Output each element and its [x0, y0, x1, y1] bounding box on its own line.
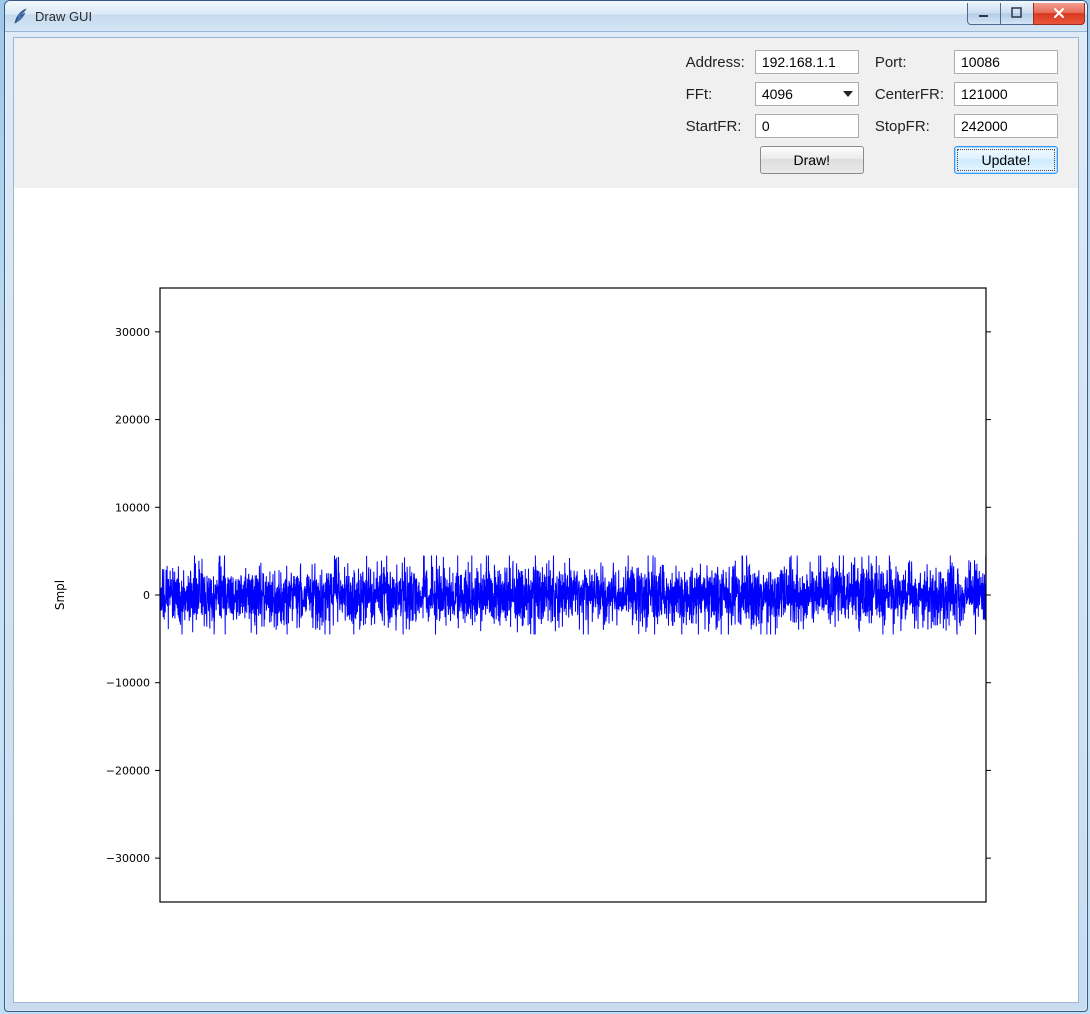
client-area: Address: Port: FFt: CenterFR: StartFR: S…: [13, 37, 1079, 1003]
form-panel: Address: Port: FFt: CenterFR: StartFR: S…: [14, 38, 1078, 188]
svg-text:−30000: −30000: [106, 852, 150, 865]
close-icon: [1052, 7, 1066, 19]
svg-text:−20000: −20000: [106, 764, 150, 777]
stopfr-label: StopFR:: [875, 118, 944, 135]
centerfr-label: CenterFR:: [875, 86, 944, 103]
minimize-button[interactable]: [967, 3, 1001, 25]
update-button[interactable]: Update!: [954, 146, 1058, 174]
svg-text:0: 0: [143, 589, 150, 602]
stopfr-input[interactable]: [954, 114, 1058, 138]
fft-combobox[interactable]: [755, 82, 859, 106]
maximize-button[interactable]: [1000, 3, 1034, 25]
port-input[interactable]: [954, 50, 1058, 74]
svg-text:Smpl: Smpl: [53, 580, 67, 610]
application-window: Draw GUI Address:: [4, 0, 1088, 1012]
fft-input[interactable]: [755, 82, 859, 106]
svg-text:10000: 10000: [115, 501, 150, 514]
svg-text:30000: 30000: [115, 326, 150, 339]
port-label: Port:: [875, 54, 944, 71]
fft-label: FFt:: [686, 86, 745, 103]
titlebar[interactable]: Draw GUI: [5, 1, 1087, 32]
form-grid: Address: Port: FFt: CenterFR: StartFR: S…: [686, 50, 1064, 174]
svg-text:−10000: −10000: [106, 677, 150, 690]
plot-panel: −30000 −20000 −10000 0 10000 20000 30000 Smpl: [14, 188, 1078, 1002]
draw-button[interactable]: Draw!: [760, 146, 864, 174]
maximize-icon: [1011, 7, 1023, 19]
window-title: Draw GUI: [35, 9, 968, 24]
centerfr-input[interactable]: [954, 82, 1058, 106]
signal-chart: −30000 −20000 −10000 0 10000 20000 30000 Smpl: [14, 188, 1078, 988]
startfr-input[interactable]: [755, 114, 859, 138]
minimize-icon: [978, 7, 990, 19]
address-label: Address:: [686, 54, 745, 71]
svg-text:20000: 20000: [115, 414, 150, 427]
close-button[interactable]: [1033, 3, 1085, 25]
address-input[interactable]: [755, 50, 859, 74]
window-buttons: [968, 3, 1085, 24]
app-icon: [13, 8, 27, 24]
startfr-label: StartFR:: [686, 118, 745, 135]
